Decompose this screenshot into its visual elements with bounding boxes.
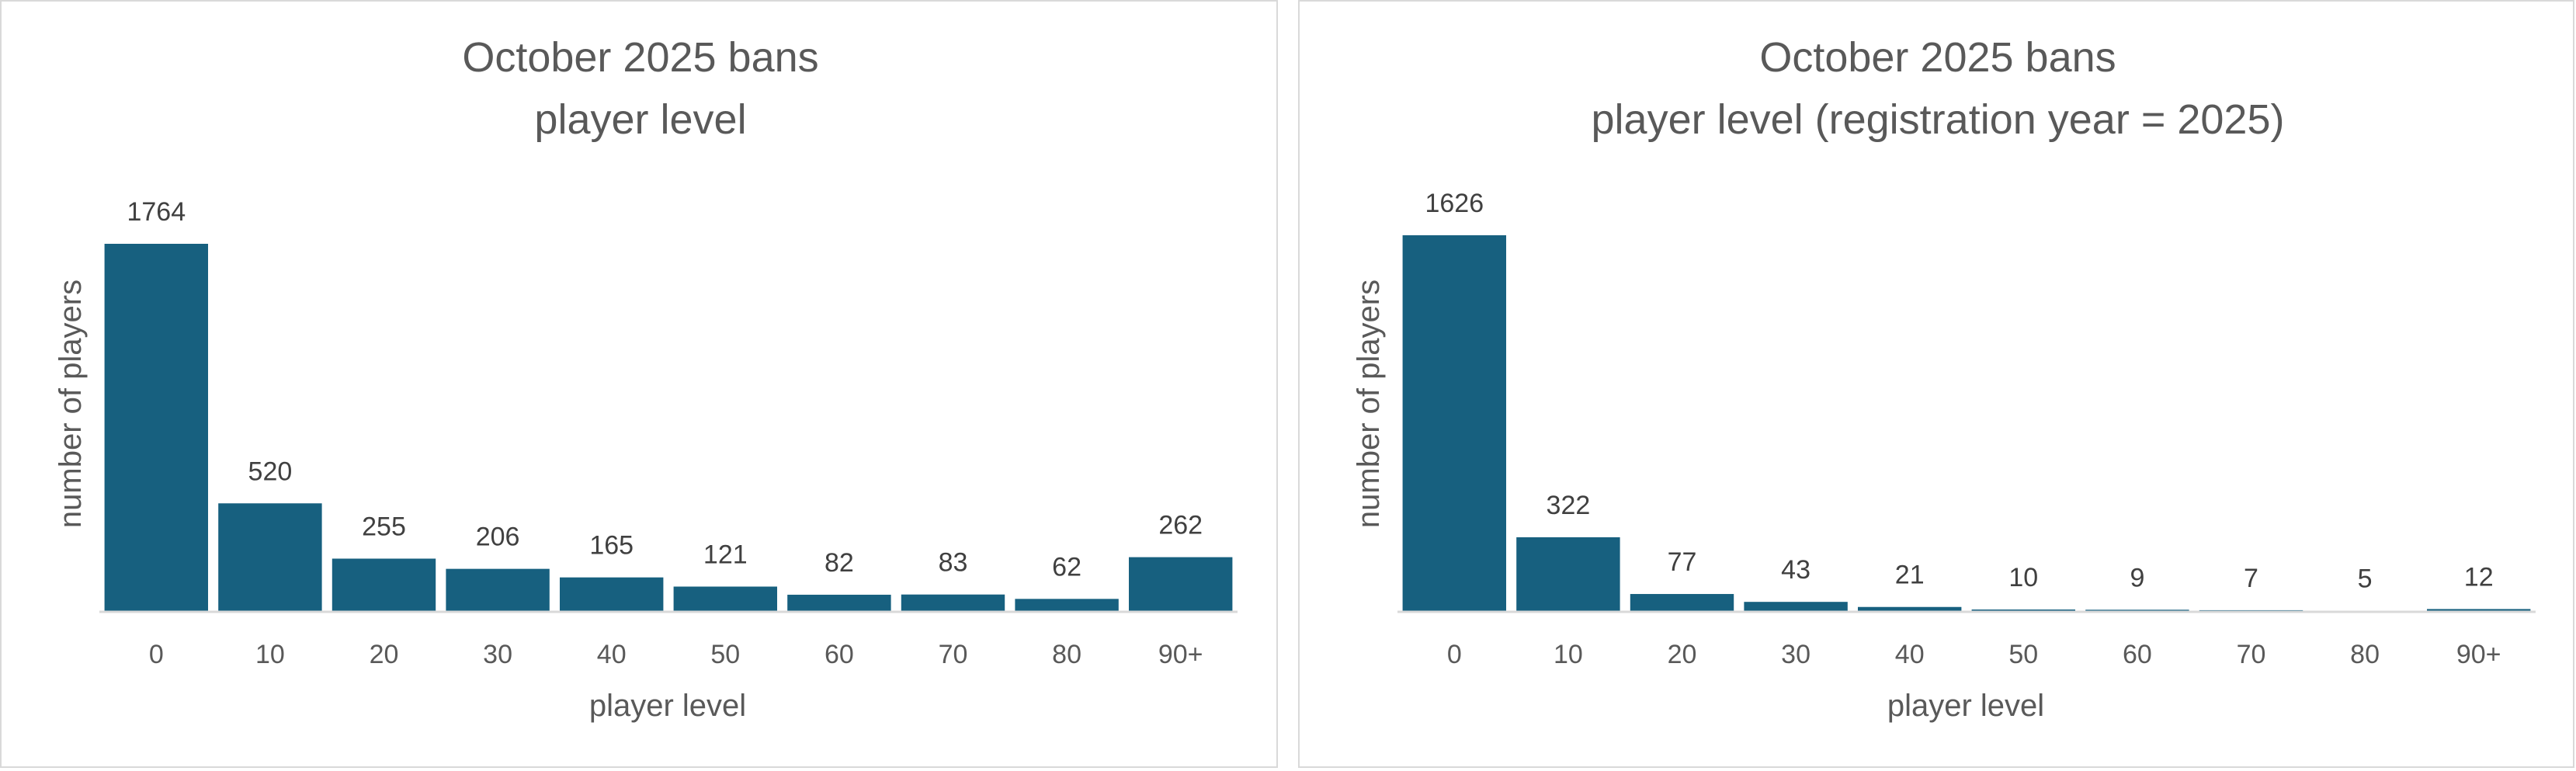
x-tick-label-50: 50 xyxy=(710,640,740,669)
chart-title: October 2025 bans xyxy=(462,34,818,81)
bar-chart-player-level: October 2025 bans player level number of… xyxy=(54,34,1238,723)
chart-panel-player-level: October 2025 bans player level number of… xyxy=(0,0,1278,768)
x-tick-label-20: 20 xyxy=(370,640,399,669)
bar-60 xyxy=(787,594,891,612)
data-label-10: 322 xyxy=(1547,491,1591,520)
x-tick-label-30: 30 xyxy=(483,640,512,669)
bar-90+ xyxy=(1128,557,1233,612)
x-tick-label-80: 80 xyxy=(2350,640,2380,669)
x-axis-title: player level xyxy=(1887,689,2044,723)
chart-title: October 2025 bans xyxy=(1759,34,2116,81)
bar-50 xyxy=(673,586,778,612)
data-label-60: 82 xyxy=(825,548,854,578)
data-label-90+: 262 xyxy=(1158,511,1203,540)
bar-40 xyxy=(559,577,664,612)
x-tick-label-10: 10 xyxy=(1554,640,1583,669)
bar-20 xyxy=(1630,594,1734,612)
data-label-70: 83 xyxy=(939,548,968,578)
data-label-80: 62 xyxy=(1052,552,1081,582)
chart-panel-player-level-2025: October 2025 bans player level (registra… xyxy=(1298,0,2574,768)
bar-10 xyxy=(218,503,322,612)
bar-0 xyxy=(104,244,209,612)
x-tick-label-0: 0 xyxy=(149,640,164,669)
data-label-20: 255 xyxy=(362,512,406,541)
x-tick-label-60: 60 xyxy=(825,640,854,669)
x-tick-label-20: 20 xyxy=(1668,640,1697,669)
x-tick-label-90+: 90+ xyxy=(2456,640,2501,669)
data-label-80: 5 xyxy=(2358,564,2373,594)
bar-70 xyxy=(901,594,1005,612)
data-label-0: 1626 xyxy=(1425,189,1484,218)
data-label-90+: 12 xyxy=(2464,562,2494,592)
x-tick-label-40: 40 xyxy=(597,640,627,669)
bar-30 xyxy=(1744,602,1848,612)
chart-subtitle: player level (registration year = 2025) xyxy=(1592,96,2285,143)
bar-0 xyxy=(1402,235,1507,612)
data-label-70: 7 xyxy=(2244,564,2258,593)
x-tick-label-40: 40 xyxy=(1895,640,1925,669)
data-label-20: 77 xyxy=(1668,547,1697,577)
data-label-30: 206 xyxy=(476,523,520,552)
data-label-40: 21 xyxy=(1895,561,1925,590)
bar-chart-player-level-registration-2025: October 2025 bans player level (registra… xyxy=(1352,34,2536,723)
x-tick-label-70: 70 xyxy=(2237,640,2266,669)
bar-30 xyxy=(446,568,550,612)
data-label-40: 165 xyxy=(589,531,634,561)
bar-10 xyxy=(1516,537,1620,612)
y-axis-title: number of players xyxy=(1352,280,1386,528)
bar-40 xyxy=(1857,606,1962,612)
x-tick-label-0: 0 xyxy=(1447,640,1462,669)
plot-area: 1626 0 322 10 77 20 43 30 21 40 10 50 9 60 7 70 5 80 12 90+ xyxy=(1397,189,2536,669)
x-tick-label-70: 70 xyxy=(939,640,968,669)
x-axis-title: player level xyxy=(589,689,746,723)
x-tick-label-50: 50 xyxy=(2008,640,2038,669)
data-label-50: 10 xyxy=(2008,563,2038,592)
x-tick-label-80: 80 xyxy=(1052,640,1081,669)
data-label-10: 520 xyxy=(248,457,293,486)
x-tick-label-90+: 90+ xyxy=(1158,640,1203,669)
data-label-30: 43 xyxy=(1781,555,1810,585)
x-tick-label-60: 60 xyxy=(2123,640,2152,669)
y-axis-title: number of players xyxy=(54,280,88,528)
bar-80 xyxy=(1015,599,1119,612)
data-label-50: 121 xyxy=(703,540,748,569)
x-tick-label-30: 30 xyxy=(1781,640,1810,669)
data-label-60: 9 xyxy=(2130,563,2144,592)
bar-20 xyxy=(332,558,436,612)
chart-subtitle: player level xyxy=(534,96,746,143)
data-label-0: 1764 xyxy=(127,197,186,227)
plot-area: 1764 0 520 10 255 20 206 30 165 40 121 50 82 60 83 70 62… xyxy=(99,197,1238,669)
x-tick-label-10: 10 xyxy=(255,640,285,669)
bar-90+ xyxy=(2426,609,2531,612)
